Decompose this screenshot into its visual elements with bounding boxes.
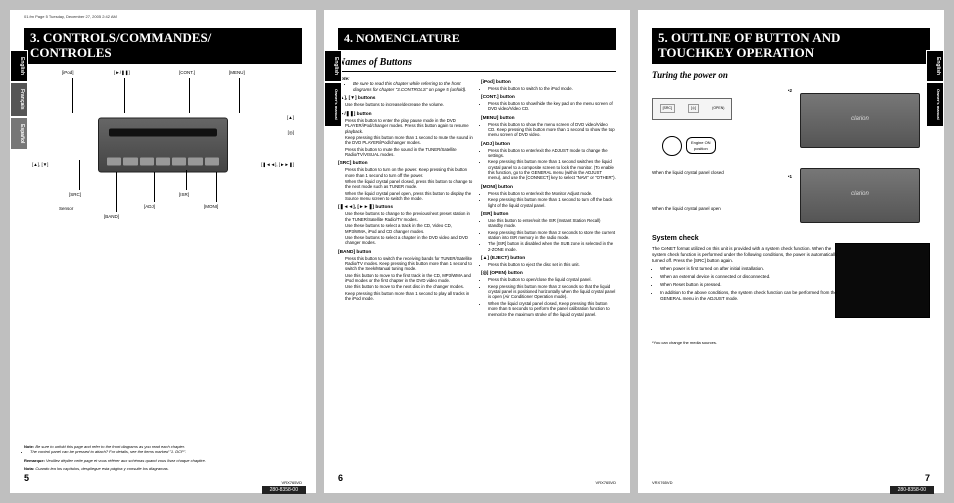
button-description: Use these buttons to change to the previ… xyxy=(345,211,473,222)
button-description: The [ISR] button is disabled when the SU… xyxy=(488,241,616,252)
keypad-inset: [SRC] [◎] (OPEN) xyxy=(652,98,732,120)
part-number: 280-8358-00 xyxy=(262,486,306,495)
button-description: Press this button to show/hide the key p… xyxy=(488,101,616,112)
model-id: VRX765VD xyxy=(652,480,672,485)
button-description: Keep pressing this button more than 1 se… xyxy=(488,159,616,180)
button-description: When the liquid crystal panel closed, Ke… xyxy=(488,301,616,317)
button-description: Keep pressing this button more than 2 se… xyxy=(488,284,616,300)
screen-closed: clarion xyxy=(800,93,920,148)
device-diagram: [iPod] [►/❚❚] [CONT.] [MENU] [▲] [◎] [❚◄… xyxy=(24,70,302,220)
system-check-body: The CeNET format utilized on this unit i… xyxy=(652,246,841,303)
subheading: Names of Buttons xyxy=(338,56,616,72)
callout-src: [SRC] xyxy=(69,192,81,198)
note-box: Note: Be sure to read this chapter while… xyxy=(338,76,473,93)
callout-vol: [▲], [▼] xyxy=(32,162,48,168)
column-left: Note: Be sure to read this chapter while… xyxy=(338,76,473,471)
button-description: Press this button to turn on the power. … xyxy=(345,167,473,178)
button-description: Use this button to move to the next disc… xyxy=(345,284,473,289)
button-description: Use these buttons to increase/decrease t… xyxy=(345,102,473,107)
tab-english: English xyxy=(324,50,342,82)
button-description: Press this button to enter/exit the ADJU… xyxy=(488,148,616,159)
button-description: Press this button to mute the sound in t… xyxy=(345,147,473,158)
model-id: VRX765VD xyxy=(596,480,616,485)
caption-closed: When the liquid crystal panel closed xyxy=(652,170,724,176)
button-description: Keep pressing this button more than 1 se… xyxy=(345,291,473,302)
system-check-bullet: When an external device is connected or … xyxy=(660,274,841,280)
button-description: Keep pressing this button more than 2 se… xyxy=(488,230,616,241)
button-description: When the liquid crystal panel open, pres… xyxy=(345,191,473,202)
button-description: Press this button to enter the play paus… xyxy=(345,118,473,134)
button-description: Use this button to move to the first tra… xyxy=(345,273,473,284)
section-heading: 3. CONTROLS/COMMANDES/ CONTROLES xyxy=(24,28,302,64)
arrow-1: •1 xyxy=(788,174,792,180)
system-check-heading: System check xyxy=(652,234,930,243)
screen-open: clarion xyxy=(800,168,920,223)
button-description: When the liquid crystal panel closed, pr… xyxy=(345,179,473,190)
button-description: Keep pressing this button more than 1 se… xyxy=(345,135,473,146)
media-note: *You can change the media sources. xyxy=(652,340,930,345)
callout-cont: [CONT.] xyxy=(179,70,195,76)
callout-ipod: [iPod] xyxy=(62,70,74,76)
page-5: 01.fm Page 5 Tuesday, December 27, 2005 … xyxy=(10,10,316,493)
callout-play: [►/❚❚] xyxy=(114,70,130,76)
engine-on-icon: Engine ON position xyxy=(662,136,716,156)
button-description: Press this button to show the menu scree… xyxy=(488,122,616,138)
callout-open: [◎] xyxy=(288,130,294,136)
subheading: Turing the power on xyxy=(652,70,930,82)
callout-adj: [ADJ] xyxy=(144,204,155,210)
arrow-2: •2 xyxy=(788,88,792,94)
tab-english: English xyxy=(926,50,944,82)
button-description: Use these buttons to select a chapter in… xyxy=(345,235,473,246)
button-description: Use these buttons to select a track in t… xyxy=(345,223,473,234)
page-6: English Owner's manual 4. NOMENCLATURE N… xyxy=(324,10,630,493)
caption-open: When the liquid crystal panel open xyxy=(652,206,721,212)
callout-moni: [MONI] xyxy=(204,204,218,210)
page-number: 7 xyxy=(925,473,930,485)
system-check-bullet: When Reset button is pressed. xyxy=(660,282,841,288)
button-description: Keep pressing this button more than 1 se… xyxy=(488,197,616,208)
page-7: English Owner's manual 5. OUTLINE OF BUT… xyxy=(638,10,944,493)
column-right: [iPod] buttonPress this button to switch… xyxy=(481,76,616,471)
button-description: Press this button to open/close the liqu… xyxy=(488,277,616,282)
section-heading: 5. OUTLINE OF BUTTON AND TOUCHKEY OPERAT… xyxy=(652,28,930,64)
button-description: Use this button to enter/exit the ISR (I… xyxy=(488,218,616,229)
callout-sensor: Sensor xyxy=(59,206,73,212)
page-number: 6 xyxy=(338,473,343,485)
file-stamp: 01.fm Page 5 Tuesday, December 27, 2005 … xyxy=(24,14,117,19)
model-id: VRX765VD xyxy=(282,480,302,485)
button-description: Press this button to switch the receivin… xyxy=(345,256,473,272)
page-number: 5 xyxy=(24,473,29,485)
button-description: Press this button to enter/exit the Moni… xyxy=(488,191,616,196)
language-tabs: English Owner's manual xyxy=(324,50,342,127)
callout-prevnext: [❚◄◄], [►►❚] xyxy=(261,162,294,168)
system-check-bullet: When power is first turned on after init… xyxy=(660,266,841,272)
button-description: Press this button to switch to the iPod … xyxy=(488,86,616,91)
callout-eject: [▲] xyxy=(287,115,294,121)
system-check-bullet: In addition to the above conditions, the… xyxy=(660,290,841,302)
callout-menu: [MENU] xyxy=(229,70,245,76)
tab-owners-manual: Owner's manual xyxy=(324,82,342,127)
part-number: 280-8358-00 xyxy=(890,486,934,495)
section-heading: 4. NOMENCLATURE xyxy=(338,28,616,50)
callout-band: [BAND] xyxy=(104,214,119,220)
callout-isr: [ISR] xyxy=(179,192,189,198)
footnotes: Note: Be sure to unfold this page and re… xyxy=(24,444,302,471)
button-description: Press this button to eject the disc set … xyxy=(488,262,616,267)
power-on-figure: [SRC] [◎] (OPEN) Engine ON position clar… xyxy=(652,88,930,228)
